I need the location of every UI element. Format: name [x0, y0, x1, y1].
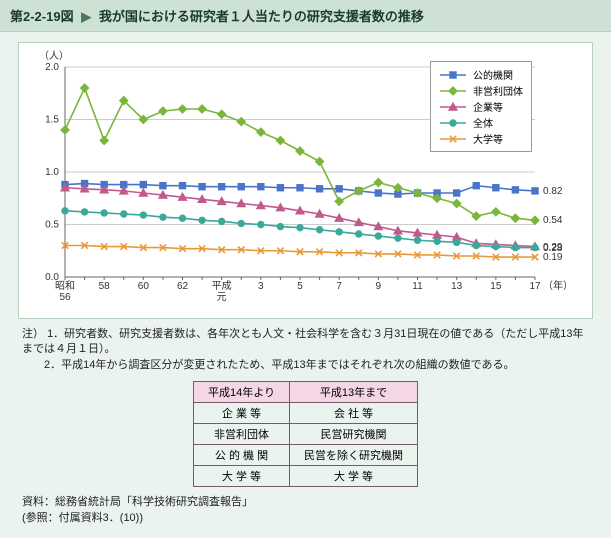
figure-number: 第2-2-19図: [10, 9, 74, 24]
note-2: 2．平成14年から調査区分が変更されたため、平成13年まではそれぞれ次の組織の数…: [44, 359, 514, 371]
legend-item: 大学等: [439, 131, 523, 146]
svg-text:3: 3: [258, 281, 264, 292]
figure-panel: 第2-2-19図 ▶ 我が国における研究者１人当たりの研究支援者数の推移 （人）…: [0, 0, 611, 538]
chart-legend: 公的機関非営利団体企業等全体大学等: [430, 61, 532, 152]
table-header-cell: 平成14年より: [193, 382, 289, 403]
note-1: 1．研究者数、研究支援者数は、各年次とも人文・社会科学を含む３月31日現在の値で…: [22, 328, 584, 355]
svg-text:7: 7: [336, 281, 342, 292]
table-row: 公 的 機 関民営を除く研究機関: [193, 445, 417, 466]
svg-text:1.0: 1.0: [45, 167, 59, 178]
figure-title: 我が国における研究者１人当たりの研究支援者数の推移: [99, 9, 424, 24]
svg-text:56: 56: [59, 292, 71, 303]
organization-mapping-table: 平成14年より平成13年まで企 業 等会 社 等非営利団体民営研究機関公 的 機…: [193, 381, 418, 487]
svg-text:58: 58: [99, 281, 111, 292]
chart-container: （人） 0.00.51.01.52.0昭和56586062平成元35791113…: [18, 42, 593, 319]
svg-text:11: 11: [412, 281, 423, 292]
figure-source: 資料：総務省統計局「科学技術研究調査報告」 (参照：付属資料3．(10)): [22, 495, 589, 526]
svg-text:0.5: 0.5: [45, 220, 59, 231]
y-axis-unit: （人）: [39, 47, 69, 62]
svg-text:2.0: 2.0: [45, 62, 59, 73]
table-row: 大 学 等大 学 等: [193, 466, 417, 487]
legend-item: 公的機関: [439, 67, 523, 82]
reference-text: (参照：付属資料3．(10)): [22, 512, 143, 524]
source-text: 総務省統計局「科学技術研究調査報告」: [55, 496, 253, 508]
table-cell: 民営研究機関: [290, 424, 418, 445]
svg-text:17: 17: [529, 281, 541, 292]
figure-notes: 注） 1．研究者数、研究支援者数は、各年次とも人文・社会科学を含む３月31日現在…: [22, 327, 589, 373]
svg-text:9: 9: [376, 281, 382, 292]
svg-text:（年）: （年）: [543, 279, 573, 292]
svg-text:5: 5: [297, 281, 303, 292]
table-cell: 企 業 等: [193, 403, 289, 424]
table-header-cell: 平成13年まで: [290, 382, 418, 403]
svg-text:平成: 平成: [212, 280, 232, 292]
svg-text:1.5: 1.5: [45, 115, 59, 126]
table-cell: 公 的 機 関: [193, 445, 289, 466]
legend-item: 企業等: [439, 99, 523, 114]
legend-item: 全体: [439, 115, 523, 130]
legend-label: 企業等: [473, 99, 503, 114]
source-label: 資料：: [22, 496, 55, 508]
svg-text:13: 13: [451, 281, 463, 292]
legend-item: 非営利団体: [439, 83, 523, 98]
table-cell: 大 学 等: [290, 466, 418, 487]
series-end-label: 0.54: [543, 215, 562, 226]
figure-title-bar: 第2-2-19図 ▶ 我が国における研究者１人当たりの研究支援者数の推移: [0, 0, 611, 32]
legend-label: 大学等: [473, 131, 503, 146]
legend-label: 非営利団体: [473, 83, 523, 98]
table-cell: 民営を除く研究機関: [290, 445, 418, 466]
table-row: 非営利団体民営研究機関: [193, 424, 417, 445]
table-cell: 大 学 等: [193, 466, 289, 487]
table-cell: 非営利団体: [193, 424, 289, 445]
title-arrow: ▶: [81, 9, 91, 24]
notes-prefix: 注）: [22, 328, 44, 340]
svg-text:元: 元: [217, 292, 227, 303]
svg-text:15: 15: [490, 281, 502, 292]
legend-label: 公的機関: [473, 67, 513, 82]
svg-text:昭和: 昭和: [55, 280, 75, 292]
series-end-label: 0.82: [543, 186, 562, 197]
legend-label: 全体: [473, 115, 493, 130]
svg-text:62: 62: [177, 281, 189, 292]
table-cell: 会 社 等: [290, 403, 418, 424]
series-end-label: 0.19: [543, 252, 562, 263]
svg-text:60: 60: [138, 281, 150, 292]
table-row: 企 業 等会 社 等: [193, 403, 417, 424]
